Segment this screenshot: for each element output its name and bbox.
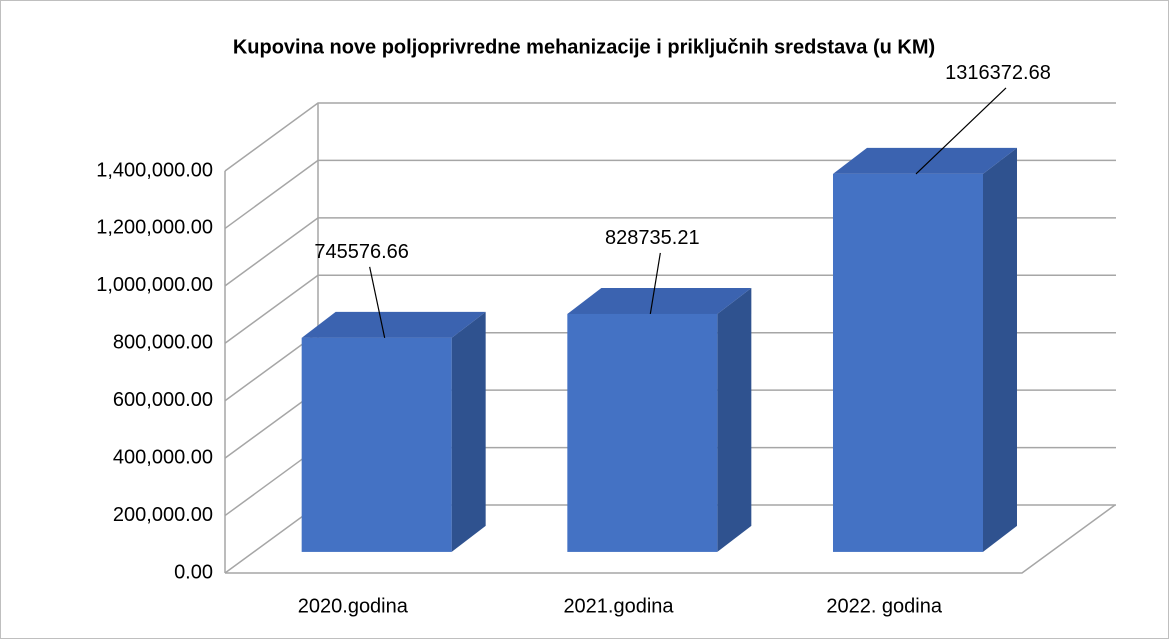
y-tick-label: 1,000,000.00 bbox=[96, 274, 213, 296]
y-tick-label: 200,000.00 bbox=[113, 504, 213, 526]
x-tick-label: 2021.godina bbox=[563, 595, 674, 617]
chart-title: Kupovina nove poljoprivredne mehanizacij… bbox=[233, 36, 935, 58]
bar bbox=[567, 313, 718, 552]
bar-side bbox=[451, 311, 486, 552]
y-tick-label: 400,000.00 bbox=[113, 446, 213, 468]
data-label: 1316372.68 bbox=[945, 62, 1051, 84]
bar bbox=[301, 337, 452, 552]
leader-line bbox=[649, 252, 661, 315]
x-tick-label: 2020.godina bbox=[298, 595, 409, 617]
bar-top bbox=[567, 287, 752, 314]
leader-line bbox=[369, 266, 386, 338]
floor bbox=[225, 504, 1116, 574]
bar-side bbox=[717, 287, 752, 552]
bar-top bbox=[301, 311, 486, 338]
y-tick-label: 0.00 bbox=[174, 561, 213, 583]
y-tick-label: 800,000.00 bbox=[113, 332, 213, 354]
y-tick-label: 1,200,000.00 bbox=[96, 217, 213, 239]
leader-line bbox=[915, 87, 1007, 175]
y-tick-label: 600,000.00 bbox=[113, 389, 213, 411]
bar-top bbox=[832, 147, 1017, 174]
x-tick-label: 2022. godina bbox=[826, 595, 943, 617]
y-tick-label: 1,400,000.00 bbox=[96, 159, 213, 181]
bar bbox=[832, 173, 983, 552]
data-label: 828735.21 bbox=[605, 227, 700, 249]
bar-side bbox=[982, 147, 1017, 552]
data-label: 745576.66 bbox=[314, 241, 409, 263]
